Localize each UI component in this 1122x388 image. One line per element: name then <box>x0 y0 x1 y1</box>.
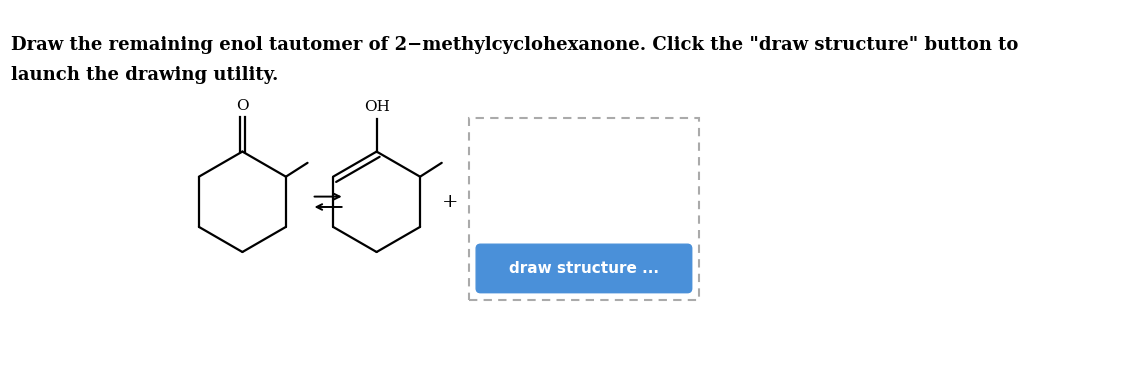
Text: OH: OH <box>364 100 389 114</box>
Text: Draw the remaining enol tautomer of 2−methylcyclohexanone. Click the "draw struc: Draw the remaining enol tautomer of 2−me… <box>11 36 1019 54</box>
Text: draw structure ...: draw structure ... <box>509 261 659 276</box>
Bar <box>469 118 699 300</box>
Text: +: + <box>442 193 459 211</box>
Text: launch the drawing utility.: launch the drawing utility. <box>11 66 278 84</box>
Text: O: O <box>236 99 249 113</box>
FancyBboxPatch shape <box>476 244 692 293</box>
